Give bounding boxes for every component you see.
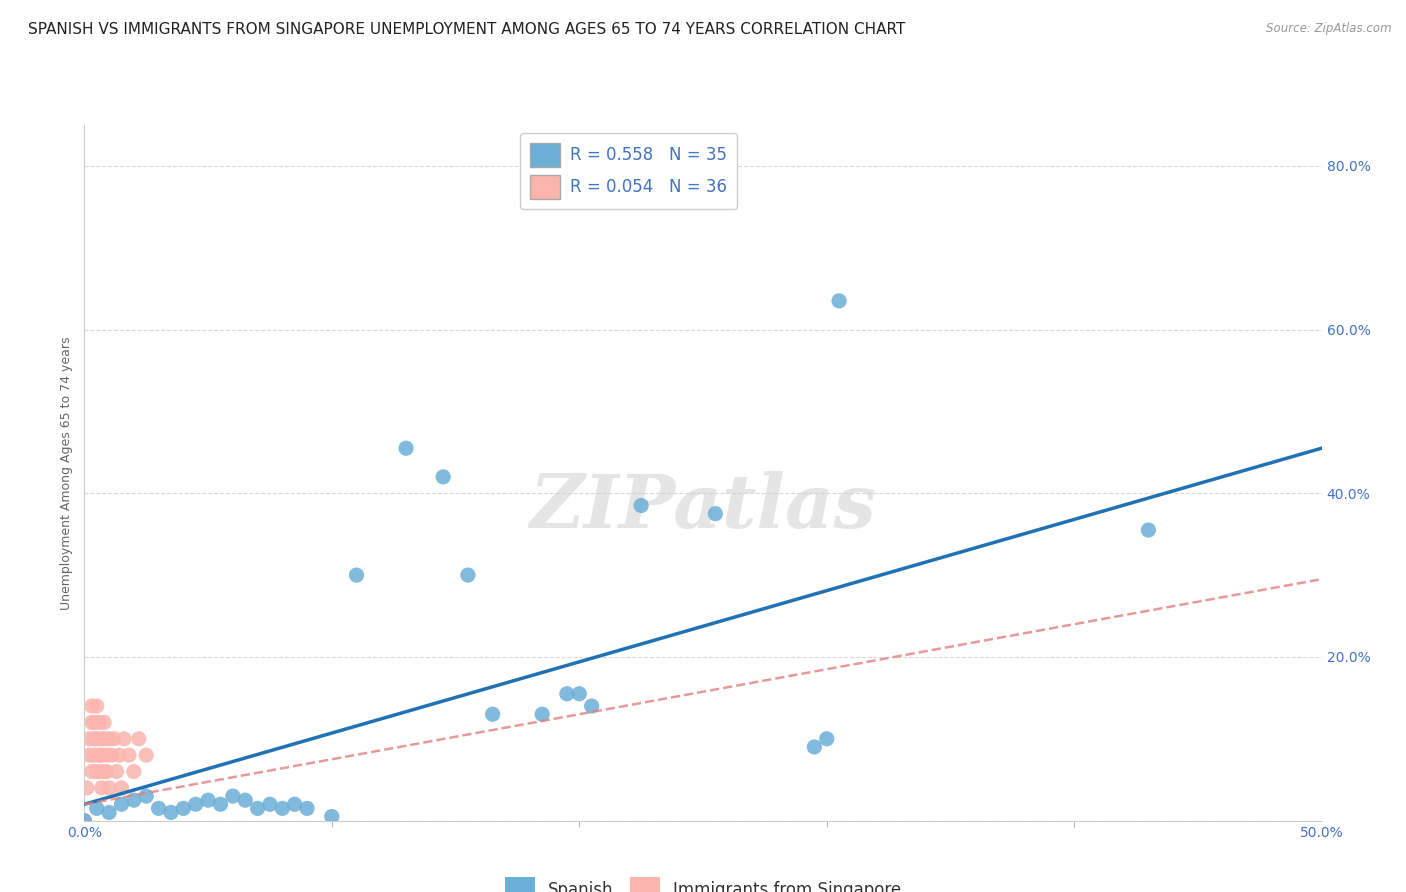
Point [90, 748, 112, 763]
Point [457, 568, 479, 582]
Point [110, 797, 132, 812]
Point [555, 687, 578, 701]
Point [96, 764, 118, 779]
Point [222, 789, 245, 803]
Point [295, 801, 318, 815]
Point [98, 805, 121, 820]
Text: ZIPatlas: ZIPatlas [530, 471, 876, 544]
Point [160, 805, 183, 820]
Point [89, 715, 111, 730]
Legend: Spanish, Immigrants from Singapore: Spanish, Immigrants from Singapore [498, 871, 908, 892]
Point [321, 809, 343, 823]
Point [531, 707, 554, 722]
Point [103, 731, 125, 746]
Point [172, 801, 194, 815]
Point [135, 748, 157, 763]
Point [284, 797, 307, 812]
Point [704, 507, 727, 521]
Point [246, 801, 269, 815]
Point [568, 687, 591, 701]
Point [432, 470, 454, 484]
Point [80, 699, 103, 714]
Point [271, 801, 294, 815]
Point [86, 731, 108, 746]
Point [86, 801, 108, 815]
Point [90, 731, 112, 746]
Point [98, 731, 121, 746]
Point [83, 748, 105, 763]
Point [86, 764, 108, 779]
Point [105, 764, 128, 779]
Point [233, 793, 256, 807]
Text: SPANISH VS IMMIGRANTS FROM SINGAPORE UNEMPLOYMENT AMONG AGES 65 TO 74 YEARS CORR: SPANISH VS IMMIGRANTS FROM SINGAPORE UNE… [28, 22, 905, 37]
Point [90, 780, 112, 795]
Text: Source: ZipAtlas.com: Source: ZipAtlas.com [1267, 22, 1392, 36]
Point [197, 793, 219, 807]
Point [128, 731, 150, 746]
Point [481, 707, 503, 722]
Point [98, 780, 121, 795]
Point [83, 715, 105, 730]
Point [118, 748, 141, 763]
Point [184, 797, 207, 812]
Point [79, 731, 101, 746]
Point [803, 739, 825, 754]
Point [259, 797, 281, 812]
Point [122, 793, 145, 807]
Point [581, 699, 603, 714]
Point [112, 731, 135, 746]
Point [100, 748, 122, 763]
Point [93, 764, 115, 779]
Point [108, 748, 131, 763]
Point [93, 715, 115, 730]
Point [630, 499, 652, 513]
Point [89, 764, 111, 779]
Point [80, 764, 103, 779]
Point [1137, 523, 1160, 537]
Point [73, 814, 96, 828]
Point [86, 699, 108, 714]
Point [79, 748, 101, 763]
Point [83, 731, 105, 746]
Y-axis label: Unemployment Among Ages 65 to 74 years: Unemployment Among Ages 65 to 74 years [60, 336, 73, 609]
Point [135, 789, 157, 803]
Point [122, 764, 145, 779]
Point [93, 731, 115, 746]
Point [395, 441, 418, 455]
Point [828, 293, 851, 308]
Point [346, 568, 368, 582]
Point [89, 748, 111, 763]
Point [209, 797, 232, 812]
Point [73, 814, 96, 828]
Point [815, 731, 838, 746]
Point [96, 748, 118, 763]
Point [148, 801, 170, 815]
Point [110, 780, 132, 795]
Point [76, 780, 98, 795]
Point [80, 715, 103, 730]
